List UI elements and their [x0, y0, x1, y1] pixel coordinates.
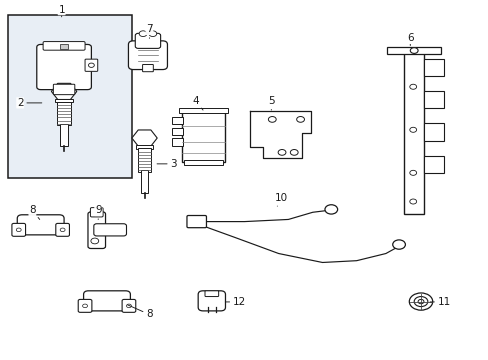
Text: 8: 8: [127, 305, 152, 319]
Circle shape: [409, 170, 416, 175]
FancyBboxPatch shape: [88, 212, 105, 248]
Circle shape: [149, 31, 157, 37]
Bar: [55, 99, 73, 102]
Bar: [171, 138, 182, 145]
Text: 11: 11: [429, 297, 450, 307]
FancyBboxPatch shape: [204, 291, 218, 297]
Text: 6: 6: [406, 33, 413, 45]
Bar: [60, 124, 68, 146]
Bar: [423, 91, 444, 108]
Circle shape: [296, 117, 304, 122]
Text: 1: 1: [58, 5, 65, 17]
FancyBboxPatch shape: [186, 216, 206, 228]
Circle shape: [91, 238, 99, 244]
Circle shape: [278, 149, 285, 155]
Bar: [138, 148, 151, 172]
Circle shape: [409, 199, 416, 204]
Circle shape: [413, 297, 427, 307]
Bar: [386, 46, 440, 54]
FancyBboxPatch shape: [135, 33, 160, 48]
FancyBboxPatch shape: [43, 41, 85, 50]
Circle shape: [268, 117, 276, 122]
Bar: [423, 156, 444, 173]
Circle shape: [139, 31, 147, 37]
Bar: [179, 108, 227, 113]
Circle shape: [417, 300, 423, 304]
Text: 5: 5: [267, 96, 274, 110]
FancyBboxPatch shape: [12, 224, 25, 236]
FancyBboxPatch shape: [85, 59, 98, 71]
FancyBboxPatch shape: [56, 224, 69, 236]
Circle shape: [126, 304, 131, 308]
Text: 12: 12: [225, 297, 246, 307]
Bar: [57, 102, 71, 125]
Circle shape: [82, 304, 87, 308]
Bar: [141, 170, 148, 193]
Bar: [8, 15, 132, 178]
Circle shape: [88, 63, 94, 67]
FancyBboxPatch shape: [78, 300, 92, 312]
Bar: [171, 117, 182, 124]
Bar: [136, 145, 153, 149]
Circle shape: [409, 127, 416, 132]
Circle shape: [16, 228, 21, 231]
Text: 8: 8: [29, 206, 40, 220]
Circle shape: [60, 228, 65, 231]
FancyBboxPatch shape: [198, 291, 225, 311]
FancyBboxPatch shape: [37, 44, 91, 90]
Bar: [404, 49, 423, 214]
Bar: [171, 128, 182, 135]
Text: 4: 4: [192, 96, 203, 110]
FancyBboxPatch shape: [94, 224, 126, 236]
Bar: [60, 44, 68, 49]
Bar: [423, 59, 444, 76]
FancyBboxPatch shape: [142, 64, 153, 72]
Circle shape: [409, 84, 416, 89]
Text: 3: 3: [157, 159, 177, 169]
Circle shape: [409, 48, 417, 53]
Bar: [183, 160, 223, 165]
Bar: [181, 110, 225, 162]
Circle shape: [290, 149, 298, 155]
Bar: [423, 123, 444, 140]
FancyBboxPatch shape: [128, 41, 167, 69]
Circle shape: [325, 205, 337, 214]
FancyBboxPatch shape: [122, 300, 136, 312]
FancyBboxPatch shape: [53, 84, 75, 95]
Circle shape: [392, 240, 405, 249]
Text: 9: 9: [95, 206, 102, 220]
Text: 10: 10: [274, 193, 287, 206]
FancyBboxPatch shape: [90, 208, 103, 217]
FancyBboxPatch shape: [83, 291, 130, 311]
Text: 2: 2: [17, 98, 41, 108]
Circle shape: [408, 293, 432, 310]
FancyBboxPatch shape: [17, 215, 64, 235]
Text: 7: 7: [146, 24, 152, 39]
